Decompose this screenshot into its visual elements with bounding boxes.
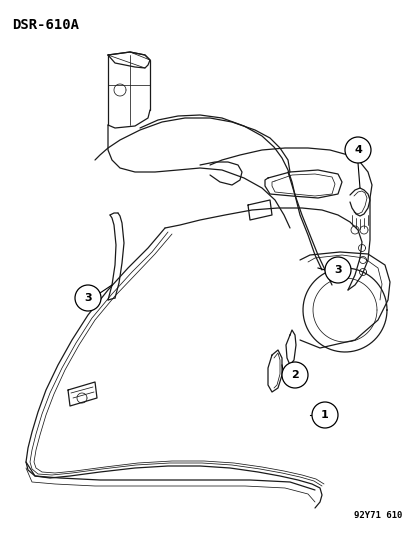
Circle shape	[75, 285, 101, 311]
Text: 3: 3	[84, 293, 92, 303]
Circle shape	[324, 257, 350, 283]
Circle shape	[344, 137, 370, 163]
Text: 3: 3	[333, 265, 341, 275]
Text: 92Y71 610: 92Y71 610	[353, 511, 401, 520]
Circle shape	[281, 362, 307, 388]
Text: 1: 1	[320, 410, 328, 420]
Text: 4: 4	[353, 145, 361, 155]
Circle shape	[311, 402, 337, 428]
Text: 2: 2	[290, 370, 298, 380]
Text: DSR-610A: DSR-610A	[12, 18, 79, 32]
